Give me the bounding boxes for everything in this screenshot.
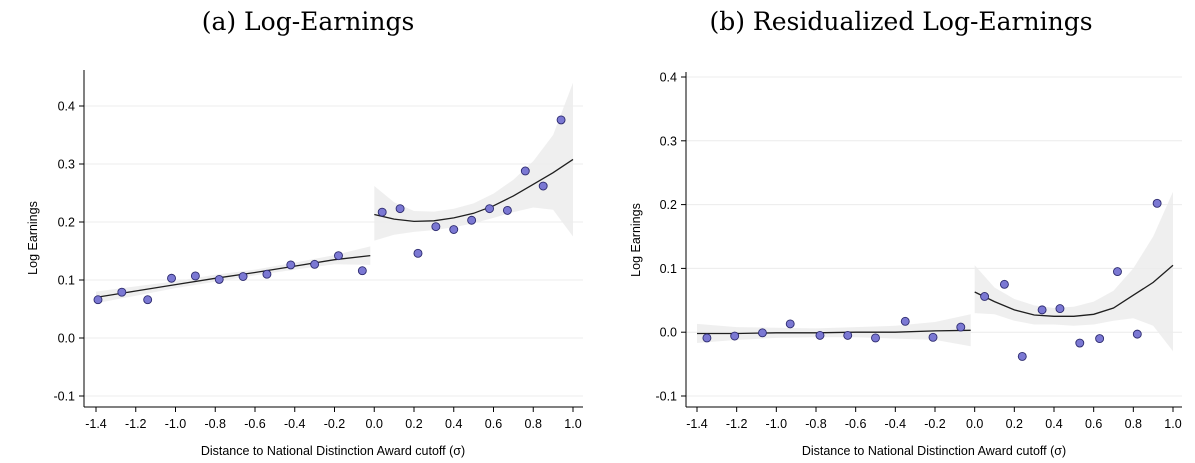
x-tick-label: -1.0 [766,417,788,431]
fit-line-left [95,254,371,299]
data-point [431,222,441,232]
x-tick-label: 0.6 [1085,417,1102,431]
data-point [286,260,296,270]
data-point [93,295,103,305]
data-point [467,215,477,225]
x-tick-label: 0.8 [525,417,542,431]
data-point [1152,198,1162,208]
data-point [702,333,712,343]
data-point [1037,305,1047,315]
fit-line-right [974,264,1174,317]
data-point [334,251,343,261]
ci-band-right [974,191,1173,352]
x-tick-label: -1.2 [125,417,147,431]
data-point [117,287,127,297]
x-tick-label: -0.2 [924,417,946,431]
data-point [1055,304,1065,314]
data-point [730,331,740,341]
data-point [785,319,795,329]
data-point [502,205,512,215]
x-tick-label: -0.6 [244,417,266,431]
data-point [485,204,494,214]
x-tick-label: -1.4 [686,417,708,431]
y-tick-label: 0.0 [58,332,75,346]
data-point [520,166,530,176]
data-point [999,279,1009,289]
x-tick-label: 0.2 [1006,417,1023,431]
y-tick-label: 0.1 [660,262,677,276]
y-tick-label: 0.2 [58,216,75,230]
y-tick-label: 0.3 [58,158,75,172]
data-point [1075,338,1085,348]
x-tick-label: 0.0 [966,417,983,431]
data-point [928,332,938,342]
ci-band-left [697,314,971,347]
y-tick-label: 0.4 [58,100,75,114]
data-point [871,333,880,343]
data-point [900,316,910,326]
data-point [956,322,966,332]
panel-b-x-axis-label: Distance to National Distinction Award c… [802,444,1066,458]
x-tick-label: 0.4 [445,417,462,431]
data-point [310,259,320,269]
x-tick-label: -0.8 [805,417,827,431]
data-point [449,225,459,234]
data-point [980,292,990,301]
y-tick-label: 0.1 [58,274,75,288]
x-tick-label: -1.4 [85,417,107,431]
data-point [843,330,853,340]
data-point [538,181,548,191]
ci-band-right [374,82,573,241]
data-point [1132,329,1142,339]
data-point [1113,267,1122,277]
data-point [1017,351,1027,361]
x-tick-label: -0.4 [284,417,306,431]
data-point [395,204,405,214]
data-point [815,330,825,340]
panel-a: (a) Log-Earnings -0.1 0.0 0.1 0.2 0.3 0.4 -1.4… [26,7,583,458]
panel-b: (b) Residualized Log-Earnings -0.1 0.0 0.1… [629,7,1182,458]
data-point [413,248,423,258]
x-tick-label: 1.0 [1164,417,1181,431]
y-tick-label: 0.4 [660,71,677,85]
x-tick-label: -0.2 [324,417,346,431]
x-tick-label: 0.8 [1125,417,1142,431]
x-tick-label: 0.0 [366,417,383,431]
data-point [1095,334,1105,344]
data-point [214,274,224,284]
data-point [238,272,248,281]
x-tick-label: 0.2 [405,417,422,431]
panel-b-title: (b) Residualized Log-Earnings [709,7,1092,36]
y-tick-label: -0.1 [53,390,75,404]
data-point [167,273,176,283]
fit-line-left [697,329,971,335]
y-tick-label: 0.3 [660,134,677,148]
data-point [190,271,200,281]
x-tick-label: -0.8 [204,417,226,431]
data-point [556,115,566,125]
x-tick-label: 0.6 [485,417,502,431]
fit-line-right [374,158,574,223]
x-tick-label: 1.0 [564,417,581,431]
y-tick-label: 0.2 [660,198,677,212]
x-tick-label: -0.4 [885,417,907,431]
x-tick-label: -0.6 [845,417,867,431]
panel-a-x-axis-label: Distance to National Distinction Award c… [201,444,465,458]
x-tick-label: -1.2 [726,417,748,431]
panel-b-y-axis-label: Log Earnings [629,203,643,277]
x-tick-label: -1.0 [165,417,187,431]
ci-band-left [96,246,371,304]
data-point [262,269,272,279]
data-point [357,266,367,276]
data-point [377,207,387,217]
panel-a-y-axis-label: Log Earnings [26,201,40,275]
y-tick-label: -0.1 [655,390,677,404]
data-point [143,295,153,305]
y-tick-label: 0.0 [660,326,677,340]
panel-a-title: (a) Log-Earnings [202,7,415,36]
x-tick-label: 0.4 [1045,417,1062,431]
data-point [758,328,767,338]
